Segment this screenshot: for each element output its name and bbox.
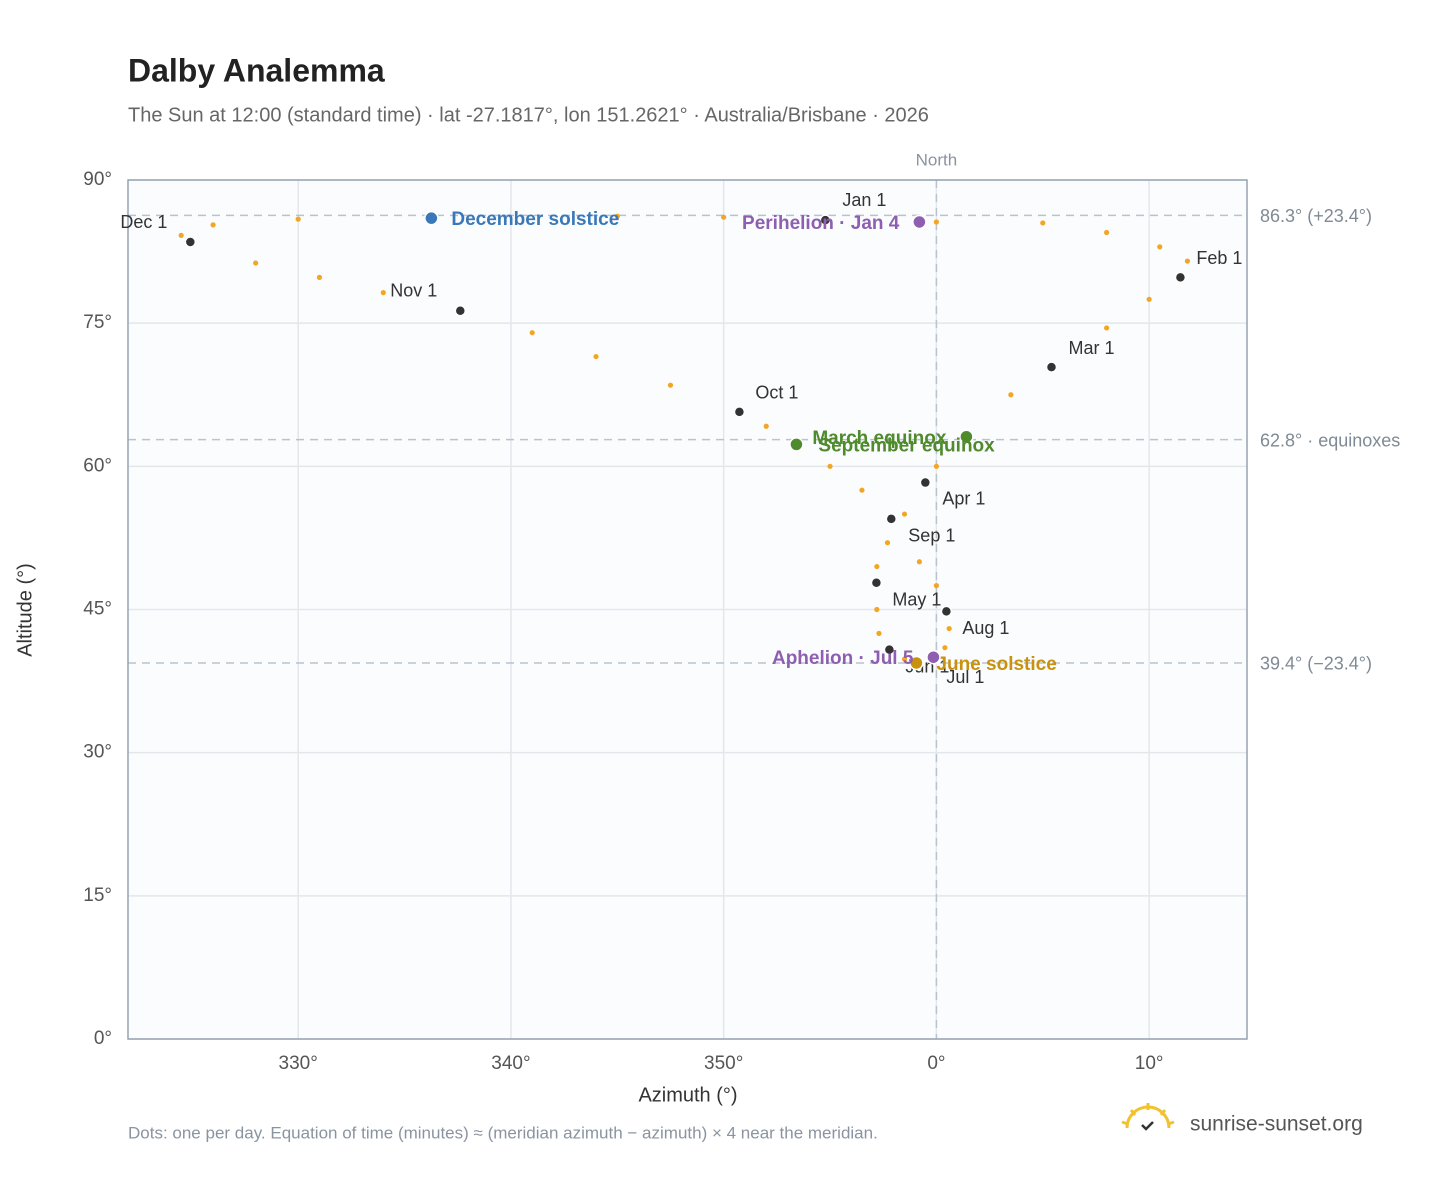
month-marker (883, 643, 896, 656)
day-dot (380, 290, 386, 296)
event-label: Aphelion · Jul 5 (772, 648, 914, 669)
event-label: June solstice (936, 654, 1056, 675)
day-dot (1103, 325, 1110, 331)
day-dot (884, 540, 891, 546)
day-dot (721, 214, 727, 220)
event-marker (926, 649, 941, 665)
brand-name: sunrise-sunset.org (1190, 1113, 1363, 1136)
event-label: March equinox (812, 428, 947, 449)
day-dot (916, 559, 922, 565)
x-axis-title: Azimuth (°) (638, 1084, 737, 1106)
day-dot (901, 511, 908, 517)
month-marker (1174, 271, 1187, 284)
month-label: Jul 1 (946, 667, 984, 687)
event-marker (789, 437, 804, 452)
x-tick-label: 350° (704, 1053, 743, 1074)
day-dot (933, 583, 940, 589)
day-dot (942, 645, 948, 651)
event-marker (959, 429, 974, 444)
y-tick-label: 30° (83, 742, 112, 763)
chart-title: Dalby Analemma (128, 52, 385, 88)
month-marker (940, 605, 953, 618)
month-label: Sep 1 (908, 526, 955, 546)
day-dot (178, 232, 184, 238)
reference-label: 62.8° · equinoxes (1260, 430, 1400, 450)
x-tick-label: 10° (1135, 1053, 1164, 1074)
month-marker (733, 406, 746, 418)
day-dot (667, 382, 674, 388)
day-dot (827, 463, 833, 469)
event-label: Perihelion · Jan 4 (742, 213, 900, 234)
y-tick-label: 90° (83, 169, 112, 190)
day-dot (859, 487, 865, 493)
day-dot (933, 463, 940, 469)
meridian-label: North (916, 150, 958, 169)
event-label: December solstice (451, 209, 619, 230)
event-marker (424, 210, 439, 226)
event-marker (909, 655, 924, 671)
month-label: Apr 1 (942, 488, 985, 508)
month-marker (919, 476, 932, 489)
month-label: Mar 1 (1068, 338, 1114, 358)
day-dot (876, 630, 882, 636)
month-label: Feb 1 (1196, 248, 1242, 268)
day-dot (1103, 229, 1110, 236)
day-dot (593, 353, 599, 360)
month-marker (454, 305, 467, 317)
y-tick-label: 0° (94, 1028, 112, 1049)
month-marker (870, 577, 883, 589)
day-dot (1040, 220, 1046, 226)
month-marker (885, 513, 898, 525)
day-dot (933, 219, 940, 225)
y-tick-label: 75° (83, 312, 112, 333)
x-tick-label: 0° (927, 1053, 945, 1074)
y-tick-label: 15° (83, 885, 112, 906)
day-dot (614, 213, 620, 219)
day-dot (1184, 258, 1191, 264)
plot-frame (127, 179, 1248, 1040)
event-label: September equinox (818, 435, 995, 456)
month-label: Aug 1 (962, 618, 1009, 638)
y-tick-label: 45° (83, 599, 112, 620)
y-tick-label: 60° (83, 455, 112, 476)
day-dot (295, 216, 301, 222)
day-dot (1146, 296, 1152, 302)
day-dot (529, 330, 535, 336)
day-dot (901, 656, 908, 662)
event-marker (912, 214, 927, 230)
month-label: Jan 1 (842, 190, 886, 210)
month-label: Oct 1 (755, 383, 798, 403)
month-marker (819, 214, 832, 226)
brand-logo (1121, 1103, 1175, 1131)
month-marker (1045, 361, 1058, 373)
x-tick-label: 330° (279, 1053, 318, 1074)
day-dot (316, 274, 323, 280)
day-dot (946, 625, 952, 632)
day-dot (763, 423, 769, 429)
day-dot (1157, 244, 1163, 250)
day-dot (874, 563, 880, 570)
day-dot (210, 222, 216, 228)
month-label: Nov 1 (390, 281, 437, 301)
day-dot (1008, 392, 1014, 398)
day-dot (253, 260, 259, 266)
reference-label: 39.4° (−23.4°) (1260, 654, 1372, 674)
chart-subtitle: The Sun at 12:00 (standard time) · lat -… (128, 104, 929, 126)
reference-label: 86.3° (+23.4°) (1260, 206, 1372, 226)
day-dot (874, 606, 880, 613)
y-axis-title: Altitude (°) (14, 563, 36, 657)
month-marker (184, 236, 197, 248)
footnote: Dots: one per day. Equation of time (min… (128, 1123, 878, 1142)
month-label: Dec 1 (120, 212, 167, 232)
x-tick-label: 340° (491, 1053, 530, 1074)
month-label: May 1 (892, 590, 941, 610)
